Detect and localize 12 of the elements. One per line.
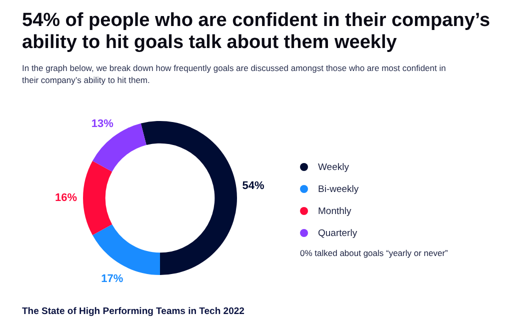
text: The State of High Performing Teams in Tech 2022 [22,306,244,317]
legend-label: Bi-weekly [318,184,359,194]
data-label: 13% [91,118,114,130]
chart-title: 54% of people who are confident in their company’s ability to hit goals talk about them weekly [22,10,492,54]
text: 0% talked about goals “yearly or never” [300,248,448,258]
legend-label: Weekly [318,162,349,172]
data-label: 17% [101,272,124,285]
data-label: 16% [54,192,78,204]
legend-label: Quarterly [318,228,358,238]
data-label: 54% [242,180,264,192]
legend-label: Monthly [318,206,352,216]
chart-subtitle: In the graph below, we break down how frequently goals are discussed amongst those who are most confident in their company’s ability to hit them. [22,62,447,86]
